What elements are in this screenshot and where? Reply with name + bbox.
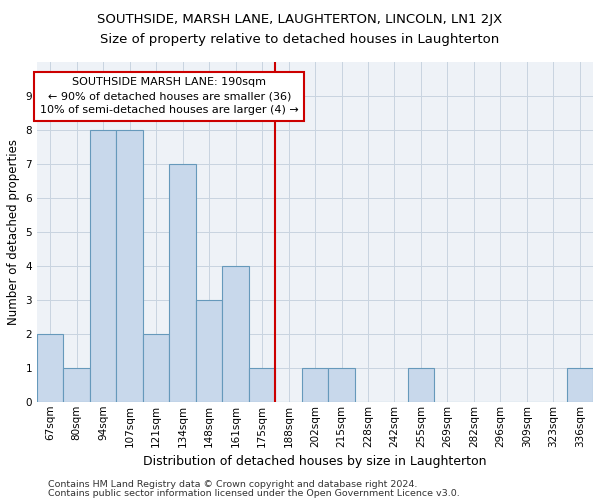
Bar bbox=[196, 300, 223, 402]
Text: SOUTHSIDE MARSH LANE: 190sqm
← 90% of detached houses are smaller (36)
10% of se: SOUTHSIDE MARSH LANE: 190sqm ← 90% of de… bbox=[40, 77, 299, 115]
Bar bbox=[143, 334, 169, 402]
X-axis label: Distribution of detached houses by size in Laughterton: Distribution of detached houses by size … bbox=[143, 455, 487, 468]
Text: Contains HM Land Registry data © Crown copyright and database right 2024.: Contains HM Land Registry data © Crown c… bbox=[48, 480, 418, 489]
Bar bbox=[64, 368, 90, 402]
Bar bbox=[328, 368, 355, 402]
Text: SOUTHSIDE, MARSH LANE, LAUGHTERTON, LINCOLN, LN1 2JX: SOUTHSIDE, MARSH LANE, LAUGHTERTON, LINC… bbox=[97, 12, 503, 26]
Bar bbox=[37, 334, 64, 402]
Bar bbox=[407, 368, 434, 402]
Text: Size of property relative to detached houses in Laughterton: Size of property relative to detached ho… bbox=[100, 32, 500, 46]
Y-axis label: Number of detached properties: Number of detached properties bbox=[7, 139, 20, 325]
Text: Contains public sector information licensed under the Open Government Licence v3: Contains public sector information licen… bbox=[48, 490, 460, 498]
Bar bbox=[90, 130, 116, 402]
Bar bbox=[223, 266, 249, 402]
Bar bbox=[249, 368, 275, 402]
Bar bbox=[566, 368, 593, 402]
Bar bbox=[169, 164, 196, 402]
Bar bbox=[116, 130, 143, 402]
Bar bbox=[302, 368, 328, 402]
